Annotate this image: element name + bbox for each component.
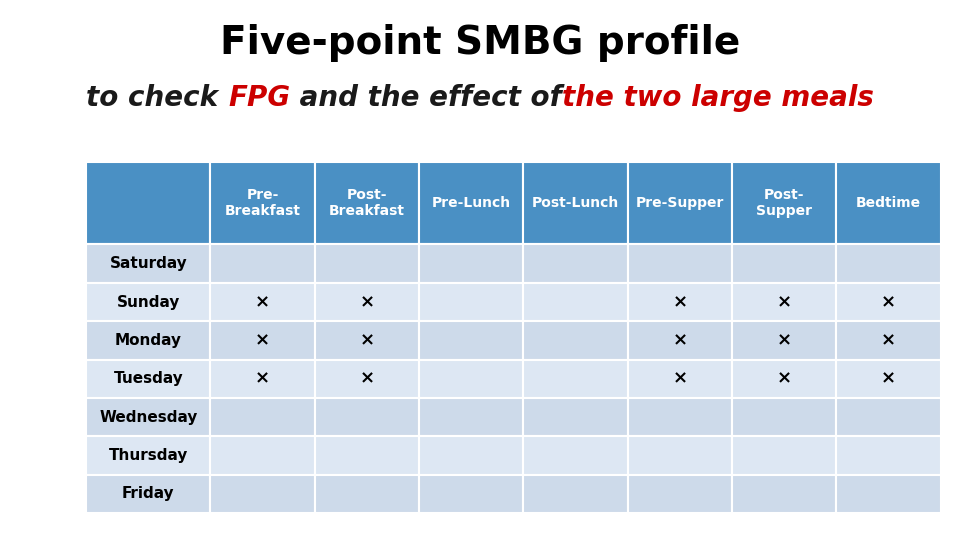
Text: ×: × xyxy=(881,370,897,388)
FancyBboxPatch shape xyxy=(419,360,523,398)
FancyBboxPatch shape xyxy=(628,360,732,398)
FancyBboxPatch shape xyxy=(315,321,419,360)
Text: Five-point SMBG profile: Five-point SMBG profile xyxy=(220,24,740,62)
Text: ×: × xyxy=(359,293,374,311)
FancyBboxPatch shape xyxy=(523,321,628,360)
FancyBboxPatch shape xyxy=(419,436,523,475)
FancyBboxPatch shape xyxy=(523,360,628,398)
FancyBboxPatch shape xyxy=(419,162,523,245)
FancyBboxPatch shape xyxy=(836,321,941,360)
Text: ×: × xyxy=(359,332,374,349)
FancyBboxPatch shape xyxy=(86,360,210,398)
FancyBboxPatch shape xyxy=(210,162,315,245)
FancyBboxPatch shape xyxy=(86,162,210,245)
FancyBboxPatch shape xyxy=(315,245,419,283)
FancyBboxPatch shape xyxy=(315,398,419,436)
Text: Pre-
Breakfast: Pre- Breakfast xyxy=(225,188,300,218)
Text: Tuesday: Tuesday xyxy=(113,371,183,386)
Text: ×: × xyxy=(777,293,792,311)
FancyBboxPatch shape xyxy=(732,162,836,245)
FancyBboxPatch shape xyxy=(86,245,210,283)
Text: Saturday: Saturday xyxy=(109,256,187,271)
FancyBboxPatch shape xyxy=(523,245,628,283)
FancyBboxPatch shape xyxy=(315,475,419,513)
Text: ×: × xyxy=(359,370,374,388)
Text: ×: × xyxy=(881,332,897,349)
FancyBboxPatch shape xyxy=(210,283,315,321)
FancyBboxPatch shape xyxy=(732,360,836,398)
FancyBboxPatch shape xyxy=(86,436,210,475)
FancyBboxPatch shape xyxy=(86,321,210,360)
FancyBboxPatch shape xyxy=(836,398,941,436)
FancyBboxPatch shape xyxy=(210,398,315,436)
Text: Thursday: Thursday xyxy=(108,448,188,463)
Text: Post-
Supper: Post- Supper xyxy=(756,188,812,218)
Text: FPG: FPG xyxy=(228,84,290,112)
FancyBboxPatch shape xyxy=(523,162,628,245)
Text: ×: × xyxy=(881,293,897,311)
FancyBboxPatch shape xyxy=(836,475,941,513)
FancyBboxPatch shape xyxy=(732,436,836,475)
FancyBboxPatch shape xyxy=(836,360,941,398)
FancyBboxPatch shape xyxy=(628,398,732,436)
FancyBboxPatch shape xyxy=(86,283,210,321)
Text: ×: × xyxy=(255,332,270,349)
Text: ×: × xyxy=(672,332,687,349)
FancyBboxPatch shape xyxy=(836,436,941,475)
FancyBboxPatch shape xyxy=(628,321,732,360)
FancyBboxPatch shape xyxy=(628,436,732,475)
Text: Monday: Monday xyxy=(115,333,181,348)
Text: the two large meals: the two large meals xyxy=(562,84,874,112)
FancyBboxPatch shape xyxy=(836,245,941,283)
Text: Friday: Friday xyxy=(122,487,175,501)
Text: ×: × xyxy=(777,332,792,349)
FancyBboxPatch shape xyxy=(732,398,836,436)
FancyBboxPatch shape xyxy=(210,360,315,398)
FancyBboxPatch shape xyxy=(419,475,523,513)
FancyBboxPatch shape xyxy=(732,283,836,321)
FancyBboxPatch shape xyxy=(628,475,732,513)
FancyBboxPatch shape xyxy=(315,360,419,398)
Text: Sunday: Sunday xyxy=(117,294,180,309)
Text: to check: to check xyxy=(86,84,228,112)
FancyBboxPatch shape xyxy=(523,475,628,513)
Text: Pre-Lunch: Pre-Lunch xyxy=(432,196,511,210)
Text: ×: × xyxy=(672,370,687,388)
FancyBboxPatch shape xyxy=(732,475,836,513)
FancyBboxPatch shape xyxy=(210,475,315,513)
FancyBboxPatch shape xyxy=(523,436,628,475)
Text: ×: × xyxy=(255,293,270,311)
FancyBboxPatch shape xyxy=(523,398,628,436)
FancyBboxPatch shape xyxy=(419,398,523,436)
FancyBboxPatch shape xyxy=(732,321,836,360)
FancyBboxPatch shape xyxy=(628,283,732,321)
Text: ×: × xyxy=(777,370,792,388)
FancyBboxPatch shape xyxy=(419,321,523,360)
FancyBboxPatch shape xyxy=(732,245,836,283)
Text: and the effect of: and the effect of xyxy=(290,84,562,112)
FancyBboxPatch shape xyxy=(86,398,210,436)
Text: ×: × xyxy=(672,293,687,311)
Text: Post-Lunch: Post-Lunch xyxy=(532,196,619,210)
Text: Pre-Supper: Pre-Supper xyxy=(636,196,724,210)
Text: ×: × xyxy=(255,370,270,388)
Text: Wednesday: Wednesday xyxy=(99,410,198,424)
FancyBboxPatch shape xyxy=(210,321,315,360)
Text: Post-
Breakfast: Post- Breakfast xyxy=(329,188,405,218)
FancyBboxPatch shape xyxy=(628,245,732,283)
FancyBboxPatch shape xyxy=(836,162,941,245)
FancyBboxPatch shape xyxy=(628,162,732,245)
Text: Bedtime: Bedtime xyxy=(856,196,922,210)
FancyBboxPatch shape xyxy=(315,162,419,245)
FancyBboxPatch shape xyxy=(315,436,419,475)
FancyBboxPatch shape xyxy=(86,475,210,513)
FancyBboxPatch shape xyxy=(315,283,419,321)
FancyBboxPatch shape xyxy=(523,283,628,321)
FancyBboxPatch shape xyxy=(836,283,941,321)
FancyBboxPatch shape xyxy=(210,245,315,283)
FancyBboxPatch shape xyxy=(419,245,523,283)
FancyBboxPatch shape xyxy=(419,283,523,321)
FancyBboxPatch shape xyxy=(210,436,315,475)
